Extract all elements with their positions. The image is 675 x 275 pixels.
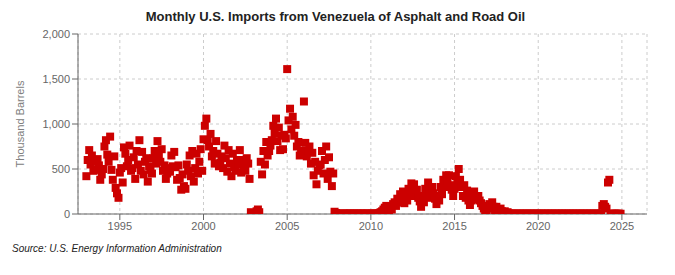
svg-text:2010: 2010 [359, 220, 383, 232]
svg-text:1,000: 1,000 [42, 118, 70, 130]
html-text:Source: U.S. Energy Informatio: Source: U.S. Energy Information Administ… [12, 243, 222, 254]
svg-text:2020: 2020 [526, 220, 550, 232]
svg-text:2005: 2005 [275, 220, 299, 232]
svg-text:2025: 2025 [610, 220, 634, 232]
svg-text:500: 500 [52, 163, 70, 175]
svg-text:2015: 2015 [442, 220, 466, 232]
html-text:Monthly U.S. Imports from Vene: Monthly U.S. Imports from Venezuela of A… [145, 9, 526, 24]
svg-text:0: 0 [64, 208, 70, 220]
svg-text:1,500: 1,500 [42, 73, 70, 85]
svg-text:2,000: 2,000 [42, 28, 70, 40]
svg-text:Thousand Barrels: Thousand Barrels [14, 80, 26, 167]
svg-text:2000: 2000 [191, 220, 215, 232]
svg-text:1995: 1995 [108, 220, 132, 232]
